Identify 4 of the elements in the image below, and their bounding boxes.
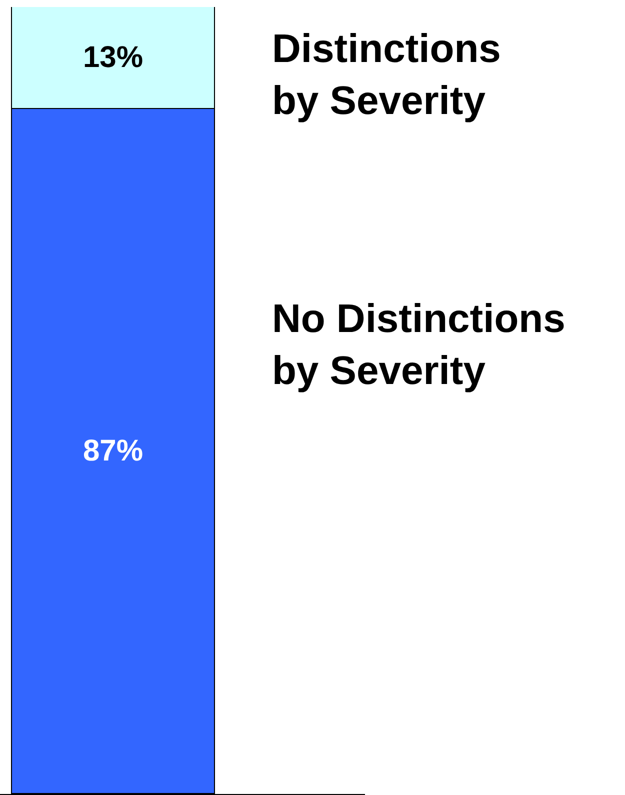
data-label: 13% — [82, 41, 144, 74]
data-label: 87% — [82, 434, 144, 468]
series-label: Distinctions by Severity — [272, 27, 501, 123]
series-label: No Distinctions by Severity — [272, 297, 566, 393]
